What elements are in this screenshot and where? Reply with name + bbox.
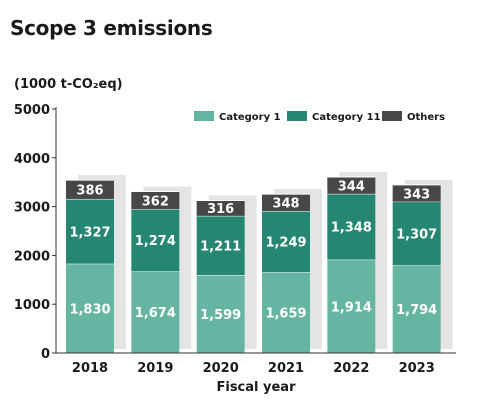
y-tick-label: 4000 (14, 152, 50, 167)
bar-category-1 (196, 274, 245, 353)
bar-others (392, 184, 441, 202)
legend-swatch (287, 111, 307, 121)
y-tick-label: 5000 (14, 103, 50, 118)
x-tick-label: 2023 (399, 361, 435, 376)
bar-others (131, 191, 180, 210)
data-label: 343 (403, 187, 430, 202)
data-label: 344 (338, 179, 365, 194)
bar-others (196, 200, 245, 216)
bar-category-1 (66, 263, 114, 353)
bar-category-11 (392, 201, 441, 266)
data-label: 316 (207, 202, 234, 217)
data-label: 1,348 (331, 221, 372, 236)
data-label: 1,599 (200, 308, 241, 323)
data-label: 1,249 (265, 236, 306, 251)
bar-category-1 (392, 265, 441, 353)
data-label: 1,830 (69, 302, 110, 317)
x-tick-label: 2018 (72, 361, 108, 376)
x-tick-label: 2020 (203, 361, 239, 376)
legend-swatch (382, 111, 402, 121)
bar-category-11 (196, 215, 245, 275)
x-tick-label: 2019 (137, 361, 173, 376)
bar-others (66, 180, 114, 199)
legend-item: Category 1 (219, 112, 281, 123)
x-axis-label: Fiscal year (216, 380, 296, 395)
bar-category-11 (327, 193, 376, 260)
data-label: 1,914 (331, 300, 372, 315)
data-label: 1,327 (69, 225, 110, 240)
y-tick-label: 0 (41, 347, 50, 362)
y-tick-label: 1000 (14, 298, 50, 313)
data-label: 1,211 (200, 239, 241, 254)
bar-category-11 (66, 198, 114, 264)
bar-others (262, 194, 310, 212)
x-tick-label: 2022 (333, 361, 369, 376)
bar-category-1 (262, 272, 310, 353)
data-label: 1,307 (396, 228, 437, 243)
data-label: 1,794 (396, 303, 437, 318)
data-label: 386 (76, 184, 103, 199)
legend-item: Others (407, 112, 445, 123)
bar-category-1 (327, 259, 376, 353)
data-label: 362 (142, 194, 169, 209)
data-label: 1,674 (135, 306, 176, 321)
y-tick-label: 2000 (14, 249, 50, 264)
legend-swatch (194, 111, 214, 121)
bar-category-11 (131, 209, 180, 272)
bar-category-1 (131, 271, 180, 353)
data-label: 1,274 (135, 234, 176, 249)
y-axis-label: (1000 t-CO₂eq) (14, 77, 123, 92)
bar-category-11 (262, 211, 310, 273)
data-label: 348 (272, 197, 299, 212)
legend-item: Category 11 (312, 112, 381, 123)
data-label: 1,659 (265, 307, 306, 322)
x-tick-label: 2021 (268, 361, 304, 376)
chart-title: Scope 3 emissions (10, 16, 213, 40)
bar-others (327, 177, 376, 194)
y-tick-label: 3000 (14, 201, 50, 216)
